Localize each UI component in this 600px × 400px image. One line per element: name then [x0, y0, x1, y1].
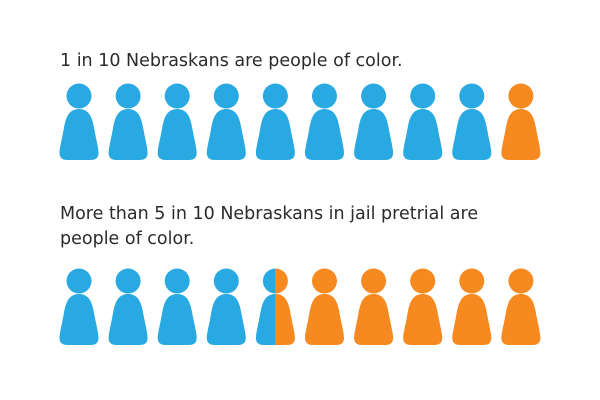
- person-icon: [157, 83, 197, 160]
- pictograph-row-2: [59, 268, 541, 345]
- person-icon: [403, 83, 443, 160]
- person-icon-person-of-color: [501, 83, 541, 160]
- person-icon: [59, 268, 99, 345]
- person-icon-person-of-color: [305, 268, 344, 345]
- person-icon: [59, 83, 99, 160]
- person-icon: [157, 268, 197, 345]
- person-icon: [108, 268, 148, 345]
- chart-1-caption: 1 in 10 Nebraskans are people of color.: [60, 51, 403, 71]
- chart-2-caption: More than 5 in 10 Nebraskans in jail pre…: [60, 204, 479, 249]
- person-icon-person-of-color: [501, 268, 541, 345]
- person-icon-split: [255, 268, 295, 345]
- person-icon-person-of-color: [403, 268, 443, 345]
- person-icon: [206, 83, 246, 160]
- person-icon: [452, 83, 492, 160]
- person-icon: [255, 83, 295, 160]
- person-icon: [354, 83, 394, 160]
- person-icon: [108, 83, 148, 160]
- person-icon: [206, 268, 246, 345]
- person-icon-person-of-color: [452, 268, 492, 345]
- person-icon-person-of-color: [354, 268, 394, 345]
- pictograph-row-1: [59, 83, 541, 160]
- person-icon: [305, 83, 344, 160]
